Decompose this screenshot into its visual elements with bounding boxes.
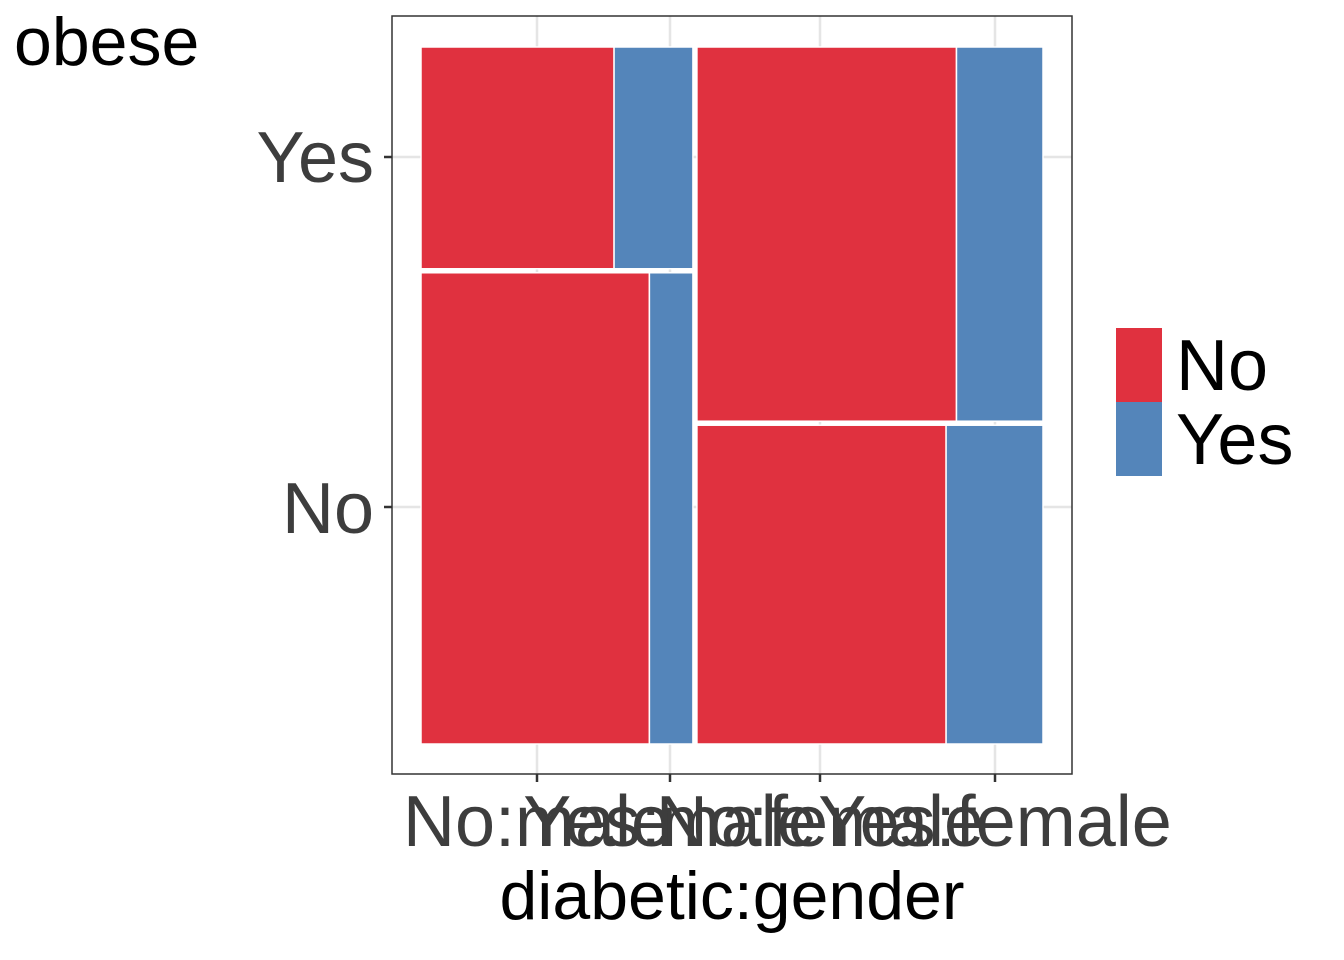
mosaic-cell-no [696,46,958,422]
y-axis-title: obese [14,4,200,80]
mosaic-cell-yes [648,272,694,745]
legend-label-no: No [1176,326,1269,406]
x-tick-label-no-female: No:female [655,782,985,862]
plot-border [391,15,1073,775]
mosaic-cell-no [420,46,615,270]
legend-key-no [1116,328,1162,402]
mosaic-cell-no [420,272,651,745]
legend-key-yes [1116,402,1162,476]
mosaic-cell-yes [613,46,694,270]
mosaic-cell-no [696,424,947,745]
y-tick-label-no: No [281,469,374,549]
x-tick-label-yes-male: Yes:male [523,782,817,862]
mosaic-cell-yes [955,46,1044,422]
axis-ticks [384,155,997,782]
legend-label-yes: Yes [1176,400,1294,480]
x-tick-label-no-male: No:male [402,782,672,862]
y-tick-label-yes: Yes [256,118,374,198]
x-axis-title: diabetic:gender [499,858,965,934]
mosaic-cells [420,46,1044,745]
x-tick-label-yes-female: Yes:female [818,782,1172,862]
mosaic-cell-yes [945,424,1044,745]
